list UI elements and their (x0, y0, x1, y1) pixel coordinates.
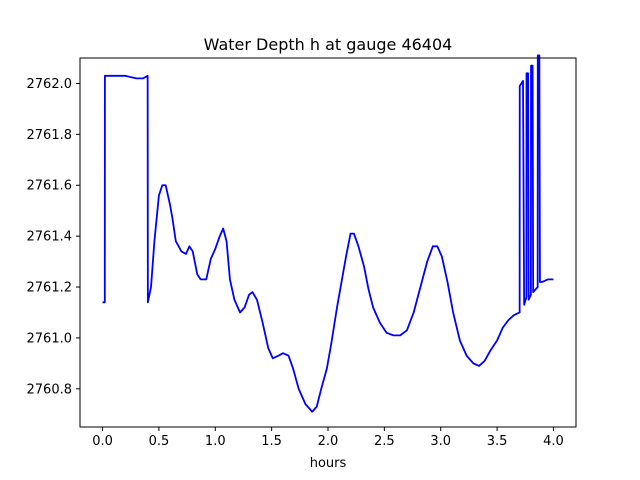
x-tick-label: 2.5 (374, 434, 395, 449)
x-tick-label: 4.0 (543, 434, 564, 449)
x-axis-label: hours (310, 456, 347, 471)
y-tick-label: 2761.8 (27, 128, 73, 143)
y-tick-label: 2762.0 (27, 77, 73, 92)
x-tick-label: 1.5 (261, 434, 282, 449)
x-tick-label: 3.5 (487, 434, 508, 449)
plot-frame (79, 57, 577, 428)
x-tick-label: 3.0 (430, 434, 451, 449)
ticks-layer: 0.0 0.5 1.0 1.5 2.0 2.5 3.0 3.5 4.0 2760.8 2761.0 2… (27, 77, 564, 449)
y-tick-label: 2761.4 (27, 230, 73, 245)
y-tick-label: 2760.8 (27, 382, 73, 397)
y-tick-label: 2761.6 (27, 179, 73, 194)
x-tick-label: 1.0 (205, 434, 226, 449)
x-tick-label: 0.0 (92, 434, 113, 449)
series-layer (102, 54, 554, 413)
series-line (102, 54, 554, 413)
x-tick-label: 2.0 (318, 434, 339, 449)
x-tick-label: 0.5 (149, 434, 170, 449)
y-tick-label: 2761.0 (27, 331, 73, 346)
y-tick-label: 2761.2 (27, 281, 73, 296)
chart-title: Water Depth h at gauge 46404 (204, 35, 453, 54)
